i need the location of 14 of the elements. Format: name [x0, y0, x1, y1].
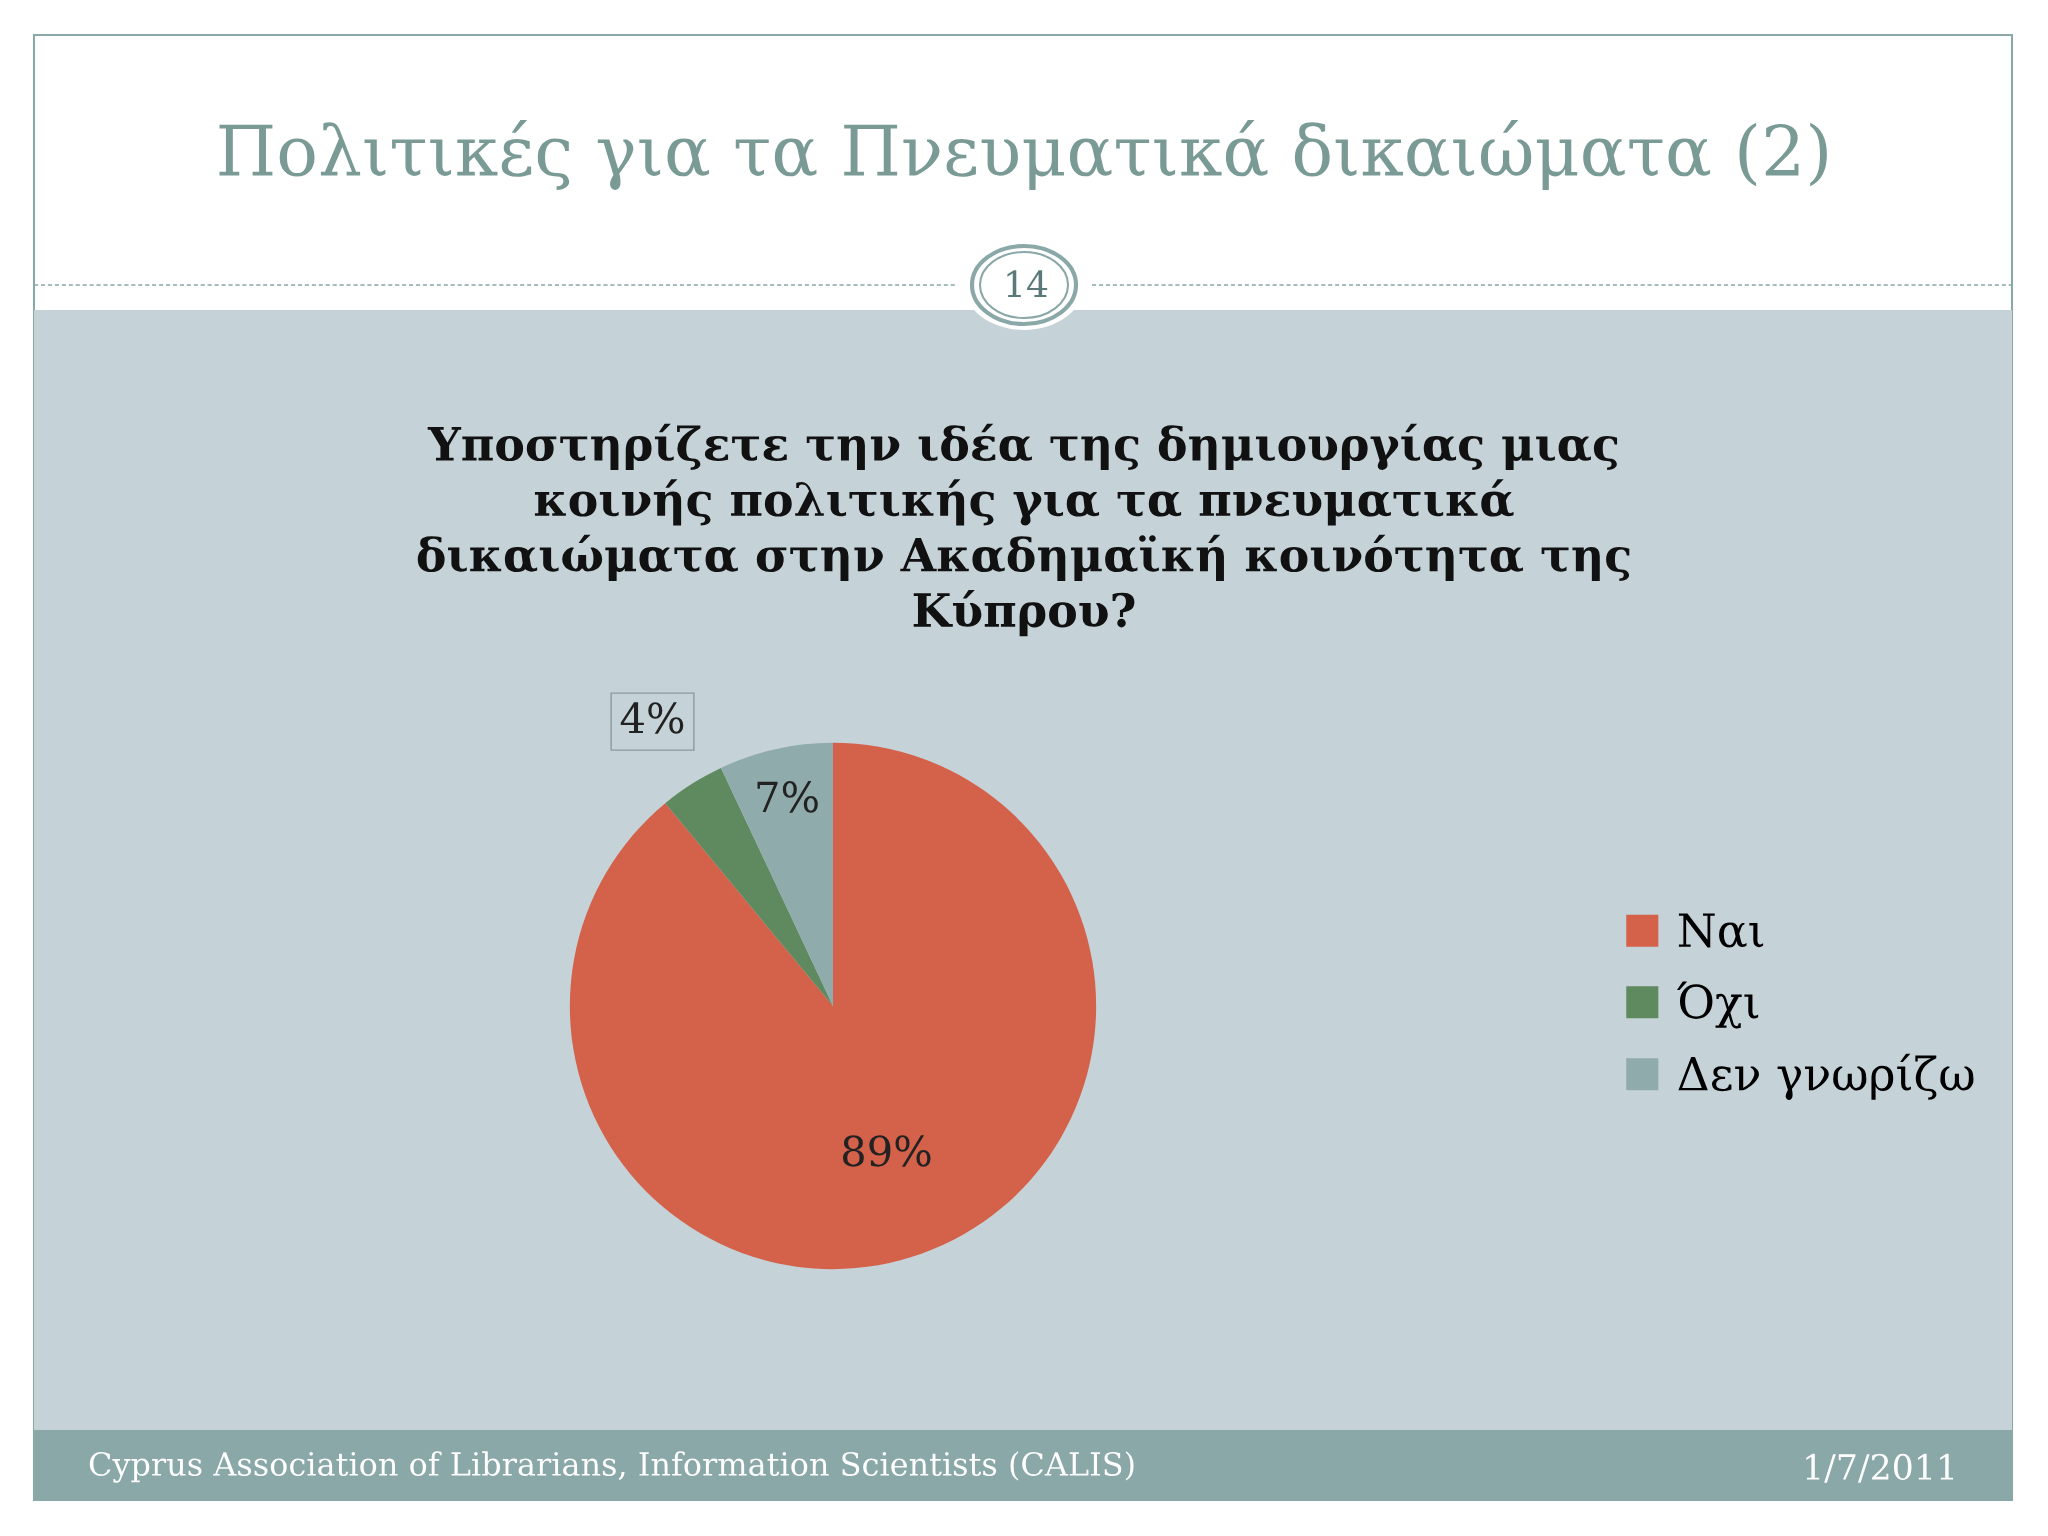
pie-slice	[720, 742, 833, 1006]
legend-label: Όχι	[1676, 981, 1759, 1029]
legend-label: Ναι	[1678, 913, 1764, 948]
text: Cyprus Association of Librarians, Information Scientists (CALIS)	[89, 1451, 1134, 1483]
data-label: 4%	[620, 702, 684, 734]
text: 14	[1007, 270, 1048, 297]
pie-slice	[665, 767, 833, 1006]
data-label: 89%	[842, 1135, 931, 1167]
chart-subtitle: Υποστηρίζετε την ιδέα της δημιουργίας μιας κοινής πολιτικής για τα πνευματικά δικαιώματα στην Ακαδημαϊκή κοινότητα της Κύπρου?	[417, 423, 1630, 637]
legend-label: Δεν γνωρίζω	[1678, 1053, 1974, 1100]
chart-title: Πολιτικές για τα Πνευματικά δικαιώματα (2)	[219, 119, 1827, 190]
pie-slice	[569, 742, 1097, 1270]
text: 1/7/2011	[1806, 1453, 1954, 1483]
data-label: 7%	[757, 781, 818, 813]
